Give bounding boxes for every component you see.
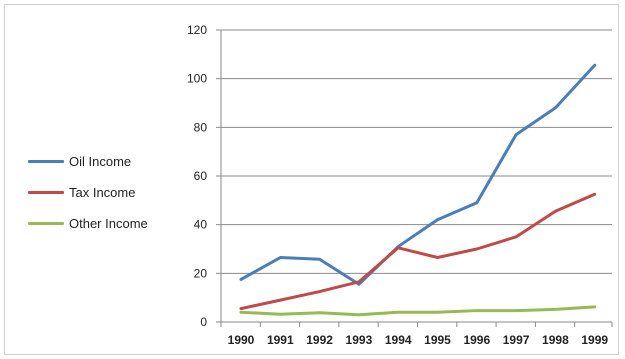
legend-label-oil-income: Oil Income bbox=[69, 154, 132, 169]
x-tick-label: 1996 bbox=[463, 333, 490, 347]
legend-swatch-tax-income bbox=[28, 191, 64, 194]
legend-swatch-oil-income bbox=[28, 160, 64, 163]
y-tick-label: 0 bbox=[200, 315, 207, 329]
y-tick-label: 100 bbox=[187, 72, 207, 86]
y-tick-label: 40 bbox=[194, 218, 208, 232]
legend-label-tax-income: Tax Income bbox=[69, 185, 136, 200]
legend-item-oil-income: Oil Income bbox=[28, 146, 188, 177]
axes bbox=[216, 29, 613, 327]
y-axis-ticks: 0 20 40 60 80 100 120 bbox=[187, 23, 207, 329]
x-tick-label: 1999 bbox=[581, 333, 608, 347]
y-tick-label: 80 bbox=[194, 120, 208, 134]
legend-item-tax-income: Tax Income bbox=[28, 177, 188, 208]
x-tick-label: 1998 bbox=[542, 333, 569, 347]
grid bbox=[221, 29, 612, 274]
legend-label-other-income: Other Income bbox=[69, 216, 148, 231]
x-axis-ticks: 1990 1991 1992 1993 1994 1995 1996 1997 1998 1999 bbox=[228, 333, 609, 347]
x-tick-label: 1997 bbox=[503, 333, 530, 347]
x-tick-label: 1995 bbox=[424, 333, 451, 347]
series-line-oil-income bbox=[239, 63, 597, 286]
y-tick-label: 20 bbox=[194, 266, 208, 280]
series-line-tax-income bbox=[239, 192, 597, 311]
series-lines bbox=[239, 63, 597, 317]
y-tick-label: 120 bbox=[187, 23, 207, 37]
legend: Oil Income Tax Income Other Income bbox=[28, 146, 188, 239]
y-tick-label: 60 bbox=[194, 169, 208, 183]
series-line-other-income bbox=[239, 305, 597, 317]
legend-item-other-income: Other Income bbox=[28, 208, 188, 239]
chart-frame bbox=[4, 4, 619, 355]
legend-swatch-other-income bbox=[28, 222, 64, 225]
x-tick-label: 1994 bbox=[385, 333, 412, 347]
x-tick-label: 1990 bbox=[228, 333, 255, 347]
x-tick-label: 1993 bbox=[346, 333, 373, 347]
x-tick-label: 1992 bbox=[306, 333, 333, 347]
x-tick-label: 1991 bbox=[267, 333, 294, 347]
